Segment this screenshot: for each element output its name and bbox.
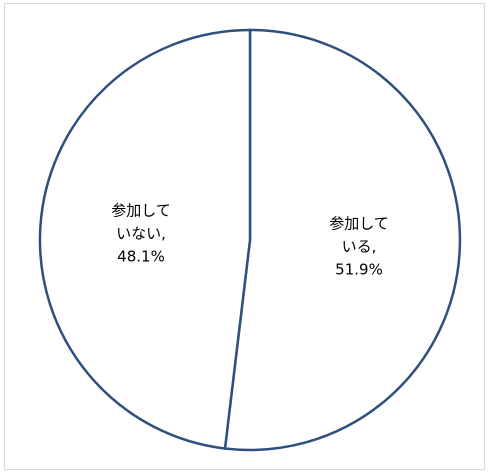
slice-label-line: いない, [116,225,166,243]
slice-label-line: 参加して [329,215,389,233]
slice-label-line: 参加して [111,202,171,220]
pie-slice-1 [223,28,462,452]
slice-label-line: 48.1% [117,248,165,266]
slice-label-line: 51.9% [335,261,383,279]
pie-slice-2 [38,28,252,450]
slice-label-line: いる, [342,238,377,256]
slice-data-label-2: 参加していない, 48.1% [111,202,171,266]
slice-data-label-1: 参加している, 51.9% [329,215,389,279]
